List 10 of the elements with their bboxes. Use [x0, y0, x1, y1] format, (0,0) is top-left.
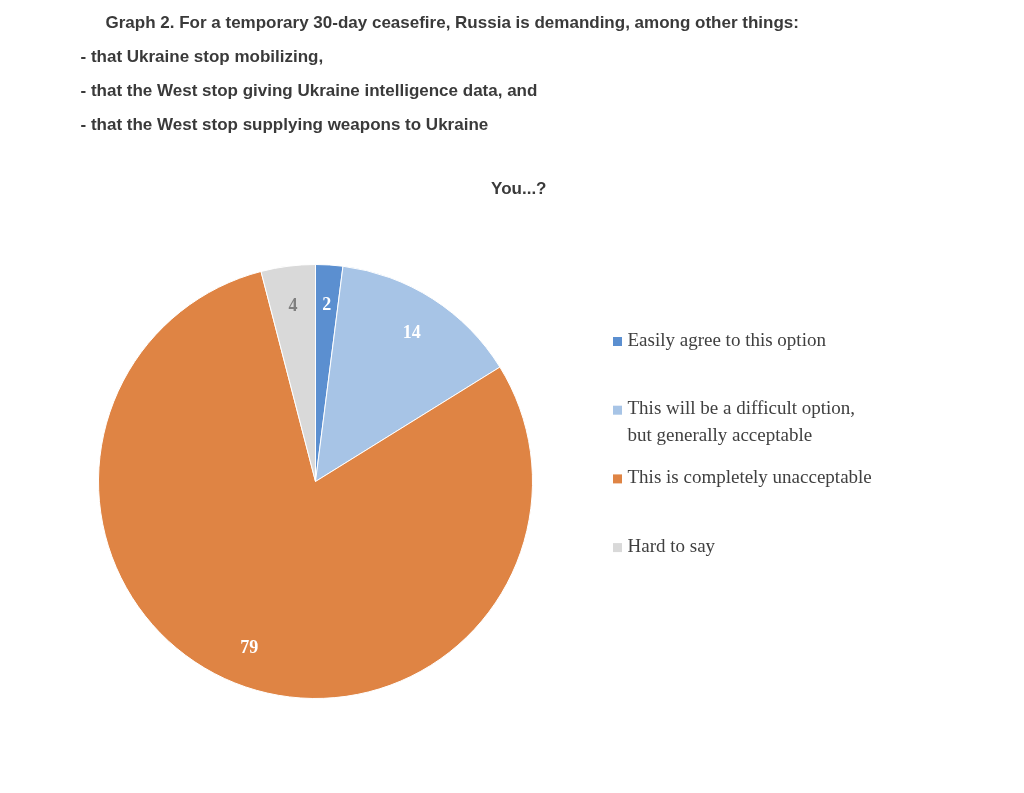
data-label: 2 [322, 294, 332, 315]
legend-label: This will be a difficult option, but generally acceptable [627, 397, 856, 446]
legend-label: Easily agree to this option [627, 328, 827, 350]
legend-label: Hard to say [627, 534, 716, 556]
data-label: 4 [288, 295, 298, 316]
chart-title: Graph 2. For a temporary 30-day ceasefire, Russia is demanding, among other things: - that Ukraine stop mobilizing, - that the West stop giving Ukraine intelligence data, and - that the West stop supplying weapons to Ukraine [80, 13, 799, 134]
legend-label: This is completely unacceptable [627, 465, 872, 487]
chart-subtitle: You...? [491, 179, 547, 198]
data-label: 79 [240, 637, 259, 658]
data-label: 14 [402, 322, 421, 343]
